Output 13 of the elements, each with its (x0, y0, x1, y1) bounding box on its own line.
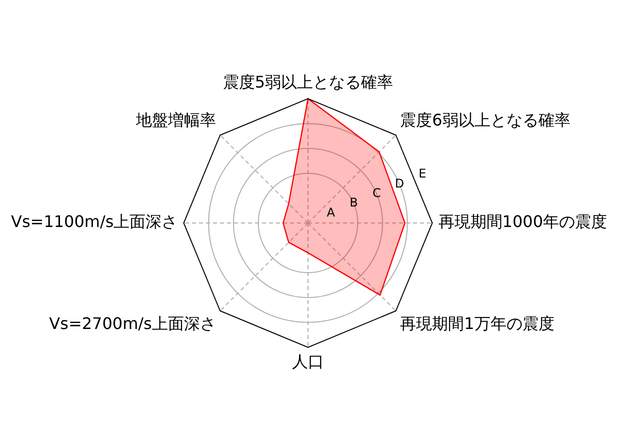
spoke-label: 人口 (292, 352, 324, 372)
spoke-label: 再現期間1000年の震度 (438, 212, 607, 232)
spoke-label: 震度5弱以上となる確率 (222, 72, 394, 92)
y-tick-label: B (350, 196, 358, 210)
y-tick-label: C (372, 186, 381, 200)
y-tick-label: E (418, 166, 426, 181)
spoke-label: 震度6弱以上となる確率 (400, 110, 570, 130)
y-tick-label: D (394, 176, 404, 190)
spoke-label: Vs=1100m/s上面深さ (11, 212, 178, 232)
y-tick-label: A (326, 205, 336, 220)
spoke-label: 地盤増幅率 (134, 110, 216, 130)
spoke-label: Vs=2700m/s上面深さ (49, 314, 216, 333)
spoke-label: 再現期間1万年の震度 (400, 314, 554, 333)
